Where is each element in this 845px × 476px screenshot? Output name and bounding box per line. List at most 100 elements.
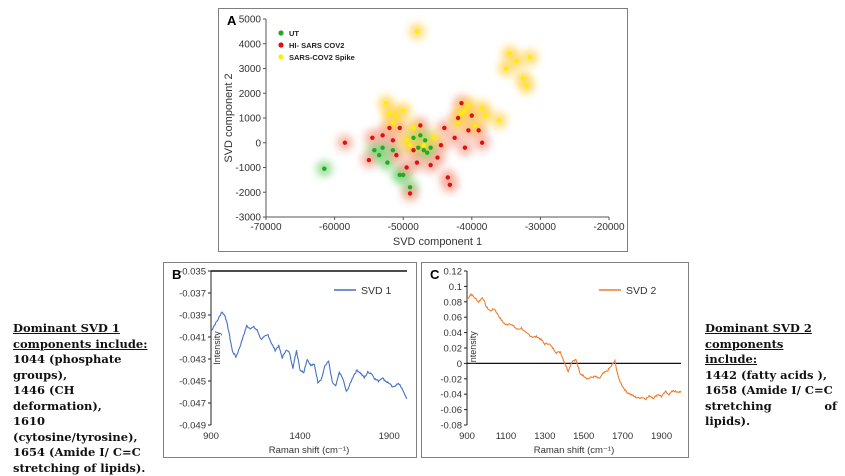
- svd2-components-note: Dominant SVD 2 components include: 1442 …: [705, 321, 837, 430]
- scatter-point: [418, 133, 422, 137]
- y-tick-label: 0.06: [444, 313, 463, 324]
- scatter-point: [377, 153, 381, 157]
- scatter-point: [394, 153, 398, 157]
- scatter-point: [504, 66, 508, 70]
- y-tick-label: -0.039: [179, 311, 206, 322]
- scatter-point: [435, 155, 439, 159]
- y-tick-label: 3000: [239, 64, 262, 75]
- x-tick-label: 1900: [651, 431, 672, 442]
- panel-label: A: [227, 13, 237, 28]
- x-tick-label: 900: [203, 431, 219, 442]
- y-tick-label: 0.12: [444, 267, 463, 278]
- note-line: 1442 (fatty acids ),: [705, 368, 837, 384]
- y-axis-title: Intensity: [212, 331, 222, 365]
- note-line: 1044 (phosphate groups),: [13, 352, 163, 383]
- x-tick-label: 1300: [534, 431, 555, 442]
- scatter-point: [411, 136, 415, 140]
- y-tick-label: 4000: [239, 39, 262, 50]
- legend-marker: [278, 42, 283, 47]
- y-axis-title: SVD component 2: [223, 73, 235, 162]
- legend-label: HI- SARS COV2: [289, 41, 344, 50]
- scatter-point: [394, 113, 398, 117]
- scatter-point: [480, 106, 484, 110]
- legend-marker: [278, 30, 283, 35]
- scatter-point: [391, 138, 395, 142]
- scatter-point: [423, 138, 427, 142]
- note-line: 1610 (cytosine/tyrosine),: [13, 414, 163, 445]
- svd-scatter-chart: A-70000-60000-50000-40000-30000-20000-30…: [219, 9, 629, 253]
- scatter-point: [463, 108, 467, 112]
- scatter-point: [385, 160, 389, 164]
- note-line: stretching of lipids).: [705, 399, 837, 430]
- svd1-components-note: Dominant SVD 1 components include: 1044 …: [13, 321, 163, 476]
- scatter-point: [370, 136, 374, 140]
- legend-label: UT: [289, 29, 299, 38]
- y-tick-label: -1000: [235, 163, 261, 174]
- note-heading: components include:: [705, 337, 837, 368]
- note-heading: components include:: [13, 337, 163, 353]
- scatter-point: [524, 84, 528, 88]
- note-line: 1446 (CH deformation),: [13, 383, 163, 414]
- x-tick-label: -50000: [388, 222, 420, 233]
- note-heading: Dominant SVD 1: [13, 321, 163, 337]
- scatter-point: [391, 148, 395, 152]
- x-tick-label: -40000: [456, 222, 488, 233]
- legend-label: SVD 2: [626, 285, 657, 297]
- panel-b-svd1-spectrum: B-0.035-0.037-0.039-0.041-0.043-0.045-0.…: [163, 262, 417, 458]
- scatter-point: [521, 76, 525, 80]
- scatter-point: [322, 167, 326, 171]
- x-tick-label: 1700: [612, 431, 633, 442]
- scatter-point: [459, 101, 463, 105]
- scatter-point: [473, 123, 477, 127]
- y-tick-label: -0.08: [440, 421, 462, 432]
- y-tick-label: -0.043: [179, 355, 206, 366]
- y-tick-label: -0.041: [179, 333, 206, 344]
- x-tick-label: 1900: [379, 431, 400, 442]
- scatter-point: [452, 136, 456, 140]
- scatter-point: [404, 138, 408, 142]
- scatter-point: [408, 143, 412, 147]
- scatter-point: [408, 185, 412, 189]
- y-tick-label: -0.045: [179, 377, 206, 388]
- scatter-point: [411, 148, 415, 152]
- y-tick-label: -0.049: [179, 421, 206, 432]
- y-tick-label: -0.037: [179, 289, 206, 300]
- scatter-point: [446, 175, 450, 179]
- x-tick-label: -60000: [319, 222, 351, 233]
- x-axis-title: SVD component 1: [393, 236, 482, 248]
- y-tick-label: -0.02: [440, 374, 462, 385]
- x-tick-label: -30000: [525, 222, 557, 233]
- scatter-point: [387, 126, 391, 130]
- note-heading: Dominant SVD 2: [705, 321, 837, 337]
- scatter-point: [398, 126, 402, 130]
- y-tick-label: -0.06: [440, 405, 462, 416]
- svd1-line-chart: B-0.035-0.037-0.039-0.041-0.043-0.045-0.…: [164, 263, 418, 459]
- scatter-point: [432, 136, 436, 140]
- y-tick-label: 0.02: [444, 344, 463, 355]
- y-tick-label: 0.1: [449, 282, 462, 293]
- x-tick-label: -20000: [593, 222, 625, 233]
- y-tick-label: 0.08: [444, 297, 463, 308]
- y-tick-label: 0.04: [444, 328, 463, 339]
- scatter-point: [418, 123, 422, 127]
- scatter-point: [416, 146, 420, 150]
- y-tick-label: 5000: [239, 15, 262, 26]
- scatter-point: [463, 146, 467, 150]
- y-tick-label: -2000: [235, 188, 261, 199]
- panel-a-svd-scatter: A-70000-60000-50000-40000-30000-20000-30…: [218, 8, 628, 252]
- scatter-point: [401, 173, 405, 177]
- scatter-point: [343, 141, 347, 145]
- x-tick-label: 900: [459, 431, 475, 442]
- y-tick-label: -0.047: [179, 399, 206, 410]
- scatter-point: [380, 146, 384, 150]
- scatter-point: [507, 51, 511, 55]
- scatter-point: [387, 111, 391, 115]
- scatter-point: [428, 163, 432, 167]
- x-tick-label: 1100: [496, 431, 516, 442]
- x-axis-title: Raman shift (cm⁻¹): [534, 445, 615, 456]
- scatter-point: [411, 126, 415, 130]
- scatter-point: [497, 118, 501, 122]
- scatter-point: [415, 160, 419, 164]
- y-axis-title: Intensity: [468, 331, 478, 365]
